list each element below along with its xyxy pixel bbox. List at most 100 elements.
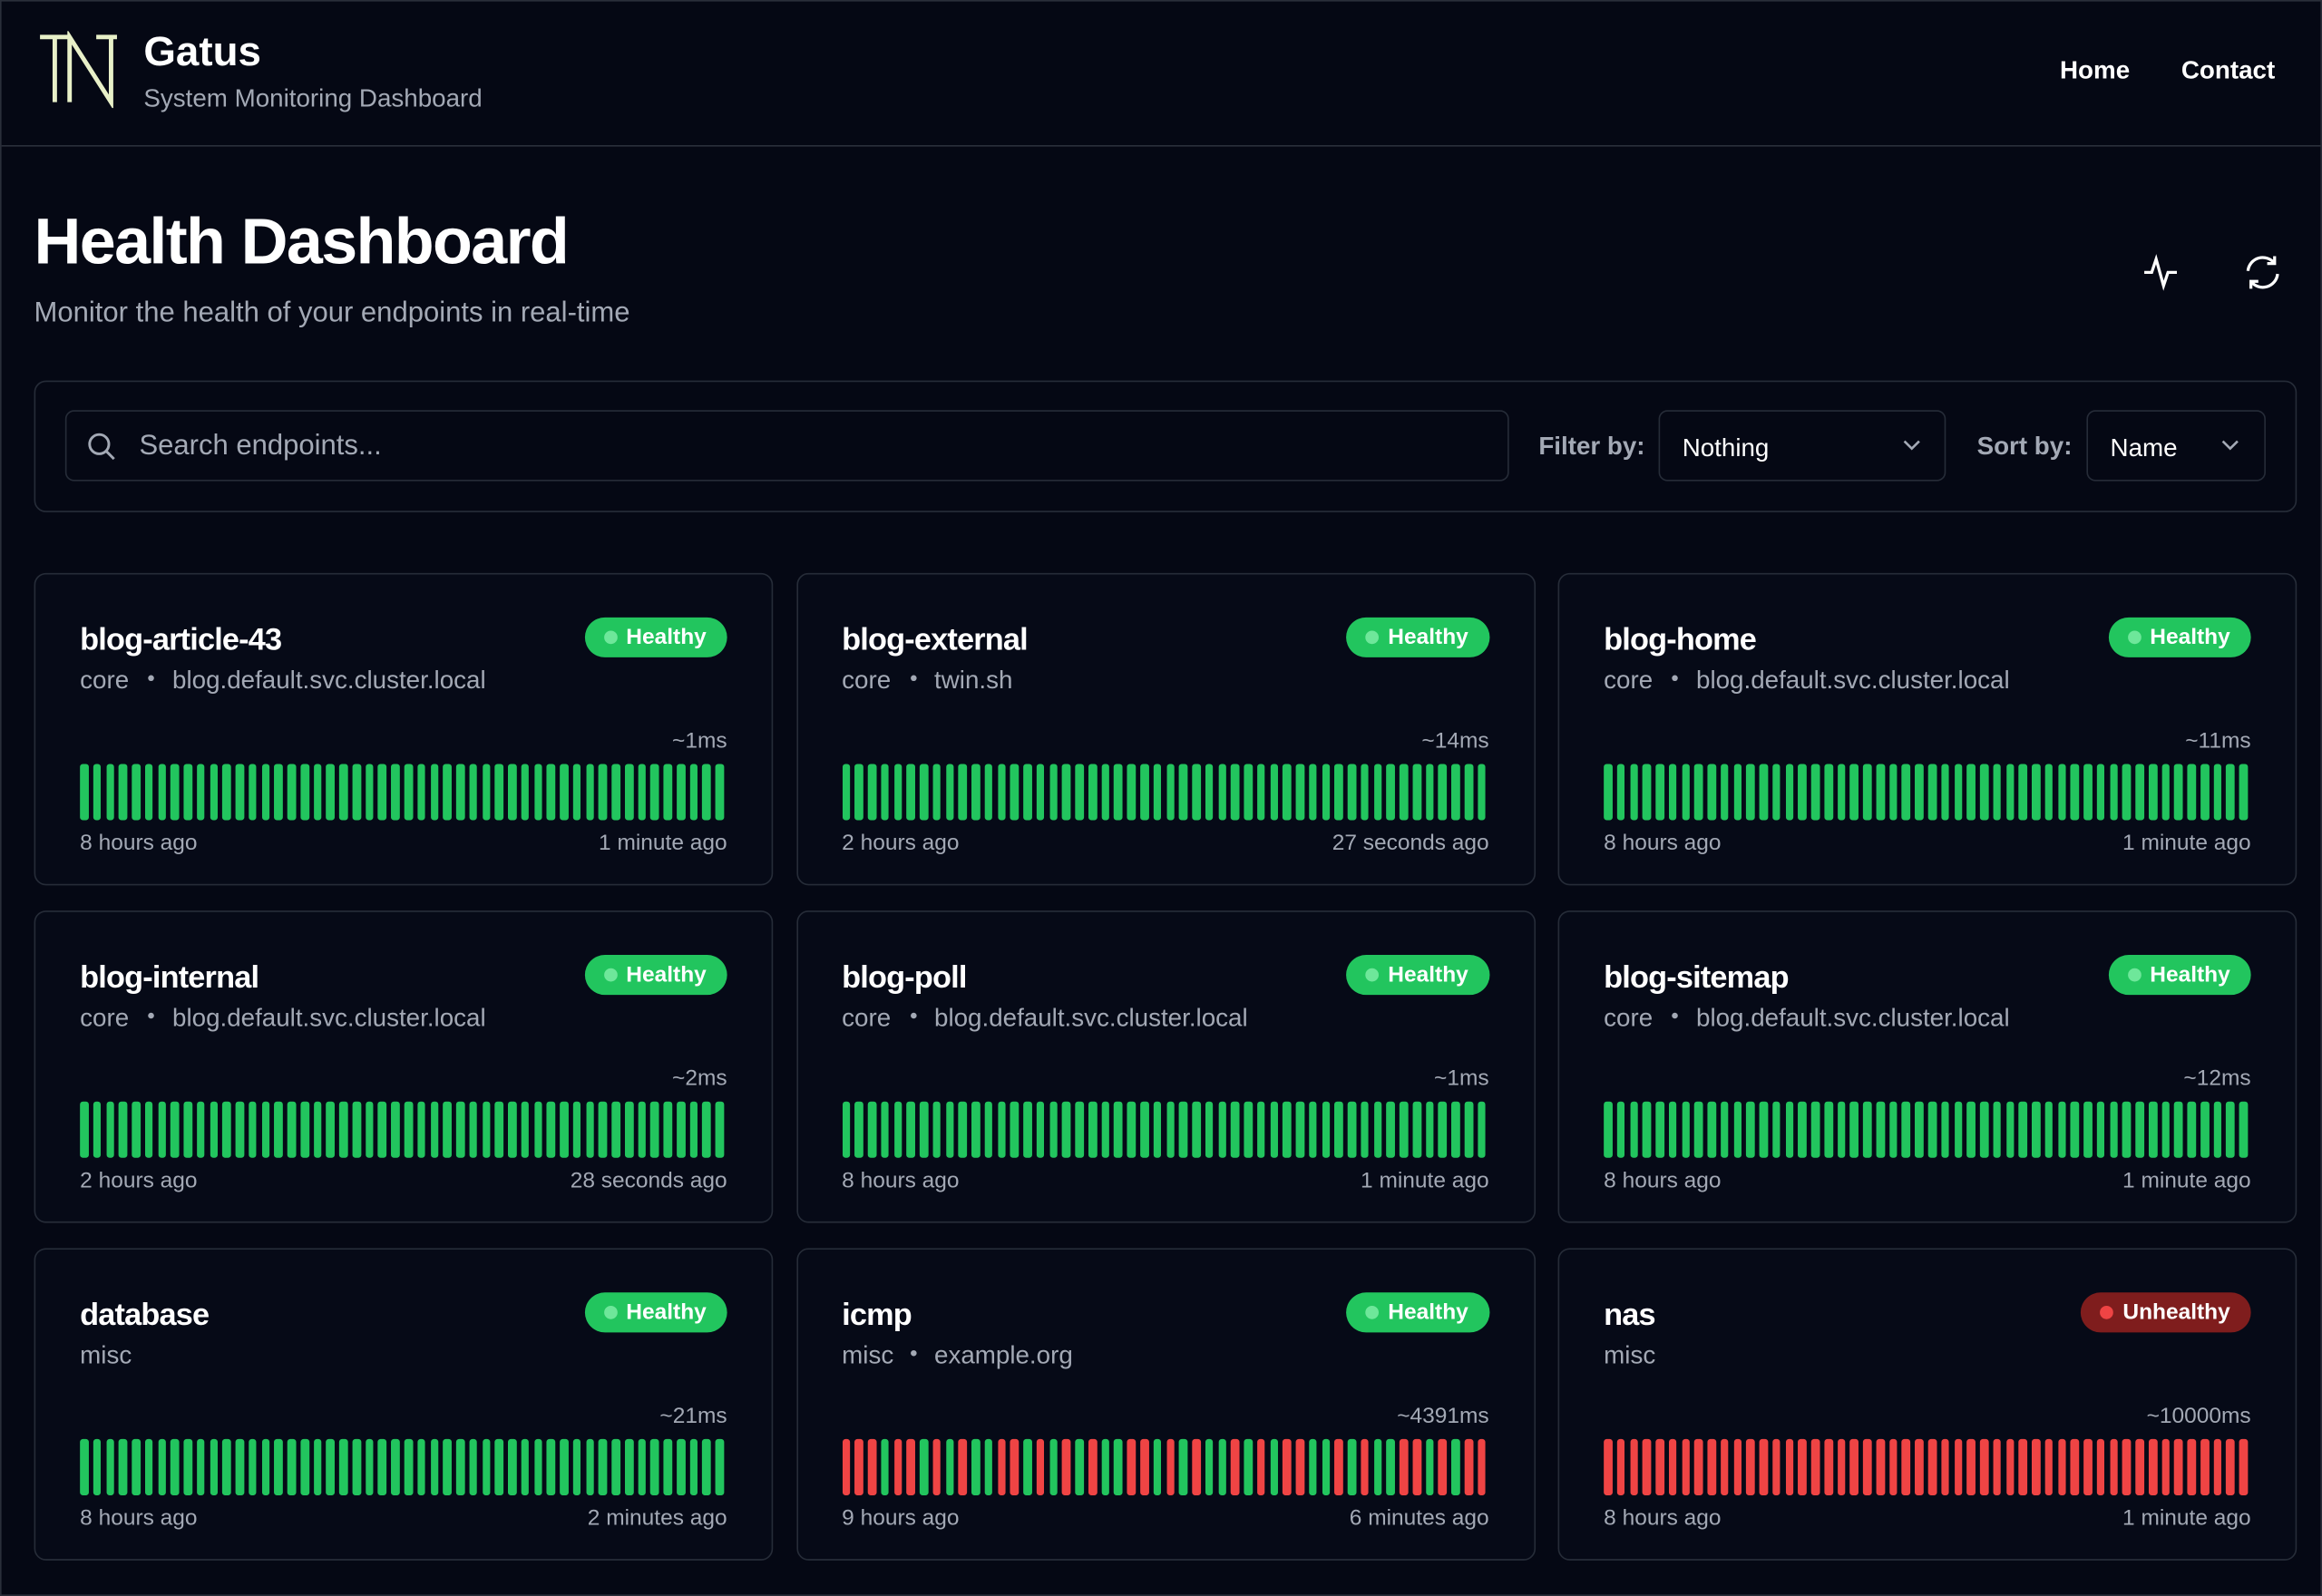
result-bar[interactable]: [1205, 1438, 1214, 1495]
result-bar[interactable]: [1244, 1101, 1253, 1158]
result-bar[interactable]: [572, 1438, 581, 1495]
result-bar[interactable]: [365, 1101, 374, 1158]
result-bar[interactable]: [1036, 1438, 1045, 1495]
result-bar[interactable]: [1464, 1438, 1473, 1495]
result-bar[interactable]: [1361, 764, 1370, 821]
result-bar[interactable]: [326, 1438, 336, 1495]
result-bar[interactable]: [984, 764, 993, 821]
result-bar[interactable]: [1412, 1101, 1421, 1158]
result-bar[interactable]: [2018, 1101, 2027, 1158]
result-bar[interactable]: [1464, 1101, 1473, 1158]
result-bar[interactable]: [1798, 1101, 1807, 1158]
result-bar[interactable]: [1746, 1438, 1755, 1495]
result-bar[interactable]: [1477, 764, 1487, 821]
result-bar[interactable]: [378, 764, 387, 821]
result-bar[interactable]: [144, 1101, 153, 1158]
result-bar[interactable]: [958, 1438, 967, 1495]
result-bar[interactable]: [585, 1101, 595, 1158]
result-bar[interactable]: [469, 1101, 478, 1158]
result-bar[interactable]: [1075, 764, 1084, 821]
result-bar[interactable]: [1863, 764, 1872, 821]
result-bar[interactable]: [1322, 764, 1331, 821]
result-bar[interactable]: [144, 764, 153, 821]
result-bar[interactable]: [249, 1438, 258, 1495]
result-bar[interactable]: [572, 1101, 581, 1158]
result-bar[interactable]: [1733, 1101, 1742, 1158]
result-bar[interactable]: [1256, 764, 1265, 821]
result-bar[interactable]: [585, 1438, 595, 1495]
result-bar[interactable]: [2122, 1438, 2132, 1495]
result-bar[interactable]: [1088, 1438, 1098, 1495]
result-bar[interactable]: [183, 764, 192, 821]
result-bar[interactable]: [1888, 1101, 1898, 1158]
result-bar[interactable]: [1386, 1438, 1395, 1495]
result-bar[interactable]: [93, 764, 102, 821]
result-bar[interactable]: [455, 764, 465, 821]
result-bar[interactable]: [2213, 1438, 2222, 1495]
result-bar[interactable]: [1849, 1438, 1859, 1495]
result-bar[interactable]: [105, 1438, 114, 1495]
result-bar[interactable]: [1451, 1438, 1460, 1495]
result-bar[interactable]: [1785, 1438, 1794, 1495]
endpoint-card[interactable]: blog-article-43 Healthy core blog.default.s…: [34, 572, 774, 886]
result-bar[interactable]: [1386, 764, 1395, 821]
result-bar[interactable]: [2161, 1438, 2171, 1495]
result-bar[interactable]: [2239, 1438, 2249, 1495]
result-bar[interactable]: [2148, 764, 2157, 821]
result-bar[interactable]: [1127, 764, 1136, 821]
result-bar[interactable]: [599, 1101, 608, 1158]
result-bar[interactable]: [1810, 764, 1820, 821]
result-bar[interactable]: [300, 764, 309, 821]
result-bar[interactable]: [1217, 764, 1227, 821]
result-bar[interactable]: [1217, 1438, 1227, 1495]
result-bar[interactable]: [287, 764, 297, 821]
result-bar[interactable]: [132, 1101, 141, 1158]
result-bar[interactable]: [378, 1101, 387, 1158]
result-bar[interactable]: [1876, 1101, 1885, 1158]
result-bar[interactable]: [1927, 764, 1937, 821]
result-bar[interactable]: [80, 1101, 89, 1158]
result-bar[interactable]: [1166, 764, 1175, 821]
result-bar[interactable]: [249, 1101, 258, 1158]
result-bar[interactable]: [881, 1438, 890, 1495]
result-bar[interactable]: [2213, 1101, 2222, 1158]
result-bar[interactable]: [2187, 764, 2196, 821]
result-bar[interactable]: [1772, 1101, 1781, 1158]
result-bar[interactable]: [1927, 1101, 1937, 1158]
result-bar[interactable]: [313, 1101, 322, 1158]
result-bar[interactable]: [235, 764, 244, 821]
endpoint-card[interactable]: blog-home Healthy core blog.default.svc.clu…: [1557, 572, 2298, 886]
result-bar[interactable]: [1205, 1101, 1214, 1158]
result-bar[interactable]: [1668, 1438, 1677, 1495]
result-bar[interactable]: [663, 764, 672, 821]
result-bar[interactable]: [854, 1101, 863, 1158]
result-bar[interactable]: [183, 1438, 192, 1495]
result-bar[interactable]: [624, 1101, 633, 1158]
result-bar[interactable]: [689, 1438, 698, 1495]
result-bar[interactable]: [1940, 764, 1950, 821]
result-bar[interactable]: [1088, 764, 1098, 821]
result-bar[interactable]: [611, 1438, 620, 1495]
result-bar[interactable]: [1629, 1438, 1638, 1495]
result-bar[interactable]: [391, 1438, 400, 1495]
result-bar[interactable]: [1837, 764, 1846, 821]
result-bar[interactable]: [1849, 1101, 1859, 1158]
result-bar[interactable]: [508, 1438, 517, 1495]
result-bar[interactable]: [1322, 1101, 1331, 1158]
result-bar[interactable]: [416, 1101, 426, 1158]
result-bar[interactable]: [235, 1101, 244, 1158]
result-bar[interactable]: [611, 764, 620, 821]
result-bar[interactable]: [1075, 1438, 1084, 1495]
result-bar[interactable]: [1604, 1438, 1613, 1495]
result-bar[interactable]: [919, 764, 929, 821]
result-bar[interactable]: [1049, 1438, 1059, 1495]
result-bar[interactable]: [157, 1438, 167, 1495]
result-bar[interactable]: [521, 1438, 530, 1495]
endpoint-card[interactable]: blog-external Healthy core twin.sh ~14ms 2 ho…: [795, 572, 1536, 886]
result-bar[interactable]: [1837, 1101, 1846, 1158]
result-bar[interactable]: [416, 764, 426, 821]
result-bar[interactable]: [1334, 1438, 1343, 1495]
result-bar[interactable]: [906, 764, 915, 821]
result-bar[interactable]: [971, 1101, 981, 1158]
result-bar[interactable]: [1966, 764, 1976, 821]
